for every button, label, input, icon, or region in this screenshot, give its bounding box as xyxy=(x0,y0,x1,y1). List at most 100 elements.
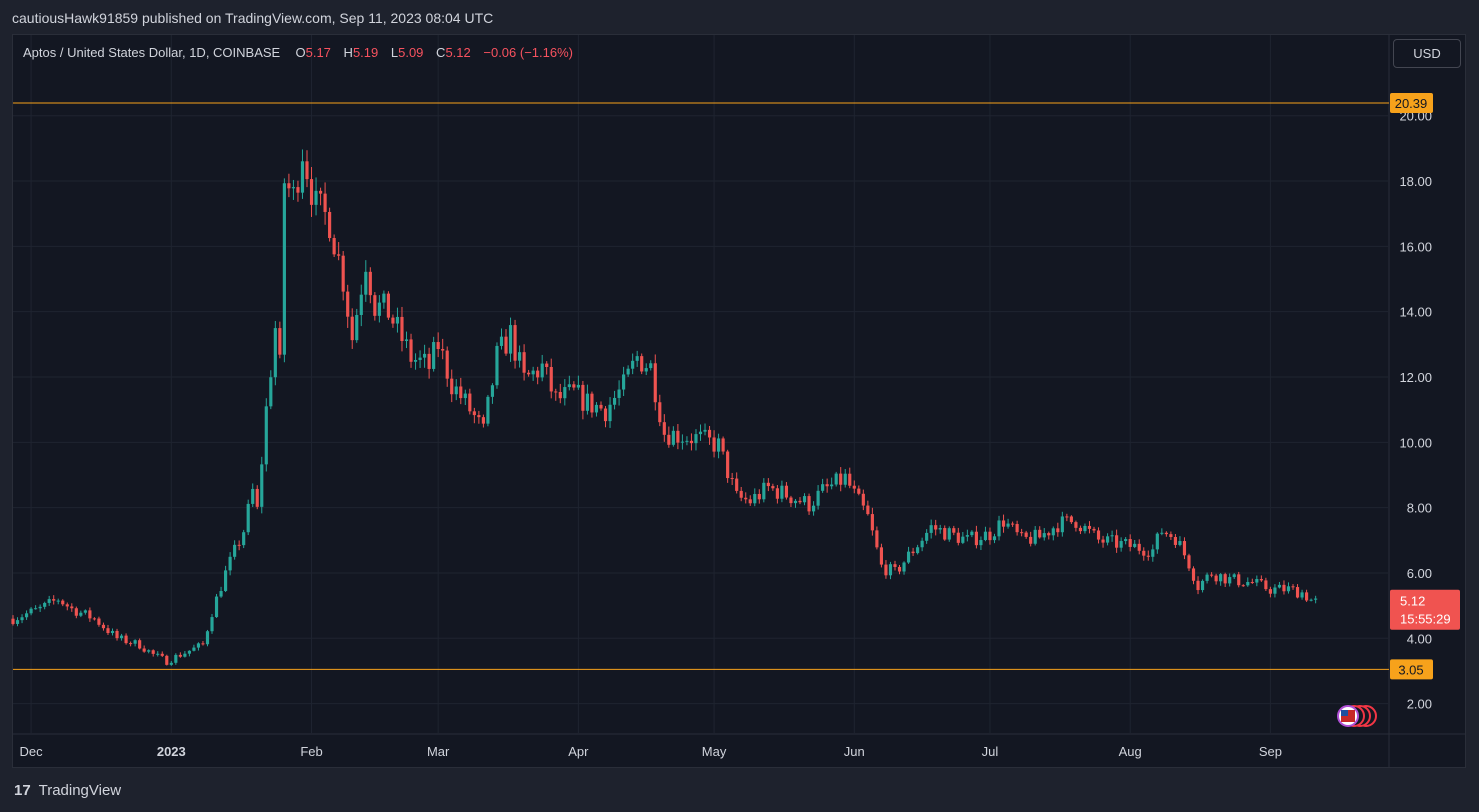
x-tick-label: Feb xyxy=(300,744,322,759)
candle-body xyxy=(133,640,137,644)
candle-body xyxy=(92,618,96,620)
candle-body xyxy=(1096,530,1101,540)
candle-body xyxy=(70,606,74,609)
candle-body xyxy=(1246,581,1250,586)
candle-body xyxy=(1110,535,1114,537)
candle-body xyxy=(563,387,567,399)
candle-body xyxy=(61,600,65,605)
candle-body xyxy=(766,482,770,487)
candle-body xyxy=(323,193,327,212)
candle-body xyxy=(522,352,526,373)
candle-body xyxy=(246,503,250,533)
candle-body xyxy=(780,485,784,499)
candle-body xyxy=(1015,524,1019,533)
level-badge-label: 3.05 xyxy=(1398,662,1423,677)
candle-body xyxy=(893,564,897,567)
candle-body xyxy=(531,370,535,375)
candle-body xyxy=(1115,535,1119,548)
footer-brand[interactable]: 17 TradingView xyxy=(14,782,121,799)
candle-body xyxy=(409,339,413,362)
candle-body xyxy=(1309,599,1313,601)
high-label: H xyxy=(343,45,353,60)
candle-body xyxy=(771,486,775,489)
x-tick-label: Apr xyxy=(568,744,589,759)
candle-body xyxy=(38,606,42,609)
candle-body xyxy=(219,591,223,597)
candle-body xyxy=(626,368,630,375)
candle-body xyxy=(1006,523,1010,527)
chart-frame[interactable] xyxy=(12,34,1466,768)
candle-body xyxy=(925,532,929,541)
candle-body xyxy=(934,525,938,530)
candle-body xyxy=(825,484,829,487)
candle-body xyxy=(1187,555,1191,569)
candle-body xyxy=(807,496,811,512)
candle-body xyxy=(1223,574,1227,584)
candle-body xyxy=(1237,574,1241,586)
candle-body xyxy=(119,635,124,639)
candle-body xyxy=(395,316,400,324)
candle-body xyxy=(445,350,449,379)
candle-body xyxy=(242,532,246,546)
change-value: −0.06 (−1.16%) xyxy=(483,45,573,60)
candle-body xyxy=(142,648,146,652)
candle-body xyxy=(1300,592,1304,598)
candle-body xyxy=(698,431,703,435)
candle-body xyxy=(237,544,241,546)
candle-body xyxy=(450,378,454,395)
candle-body xyxy=(1286,586,1291,592)
candle-body xyxy=(916,547,920,554)
candle-body xyxy=(811,505,816,512)
currency-button[interactable]: USD xyxy=(1393,39,1461,68)
candle-body xyxy=(879,547,884,565)
candle-body xyxy=(857,488,861,494)
candle-body xyxy=(947,528,951,540)
candle-body xyxy=(748,499,752,504)
price-axis: 2.00 4.00 6.00 8.00 10.00 12.00 14.00 16.00 18.0… xyxy=(1399,109,1432,712)
candle-body xyxy=(269,377,273,407)
candle-body xyxy=(1200,580,1205,591)
time-axis: Dec 2023 Feb Mar Apr May Jun Jul Aug Sep xyxy=(20,744,1282,759)
candle-body xyxy=(52,599,56,601)
candle-body xyxy=(436,342,440,350)
candle-body xyxy=(504,336,508,354)
candle-body xyxy=(115,630,119,639)
candle-body xyxy=(314,190,318,205)
candle-body xyxy=(24,613,29,618)
candle-body xyxy=(1214,575,1218,582)
candle-body xyxy=(1228,577,1232,584)
candle-body xyxy=(572,384,576,388)
candle-body xyxy=(151,650,155,654)
x-tick-label: Mar xyxy=(427,744,450,759)
candle-body xyxy=(214,596,219,618)
candle-body xyxy=(1047,533,1051,536)
candle-body xyxy=(233,544,237,557)
candle-body xyxy=(1042,533,1046,538)
candle-body xyxy=(753,493,757,504)
candle-body xyxy=(1232,574,1236,578)
candle-body xyxy=(653,363,657,403)
candle-body xyxy=(793,500,798,504)
candle-body xyxy=(585,393,590,411)
candle-body xyxy=(906,551,911,563)
x-tick-label: 2023 xyxy=(157,744,186,759)
candle-body xyxy=(839,473,843,485)
candle-body xyxy=(1155,533,1159,550)
candle-body xyxy=(599,404,603,409)
candle-body xyxy=(413,360,418,362)
candle-body xyxy=(205,631,210,645)
candle-body xyxy=(956,532,960,543)
candle-body xyxy=(454,386,458,395)
candle-body xyxy=(65,604,69,607)
candle-body xyxy=(201,643,205,645)
candle-body xyxy=(20,617,24,621)
candle-body xyxy=(337,254,341,256)
candle-body xyxy=(685,440,689,442)
candle-body xyxy=(101,624,106,629)
candle-body xyxy=(88,610,92,619)
candle-body xyxy=(676,430,680,443)
candle-body xyxy=(441,349,445,351)
close-value: 5.12 xyxy=(445,45,471,60)
candle-body xyxy=(210,617,214,632)
